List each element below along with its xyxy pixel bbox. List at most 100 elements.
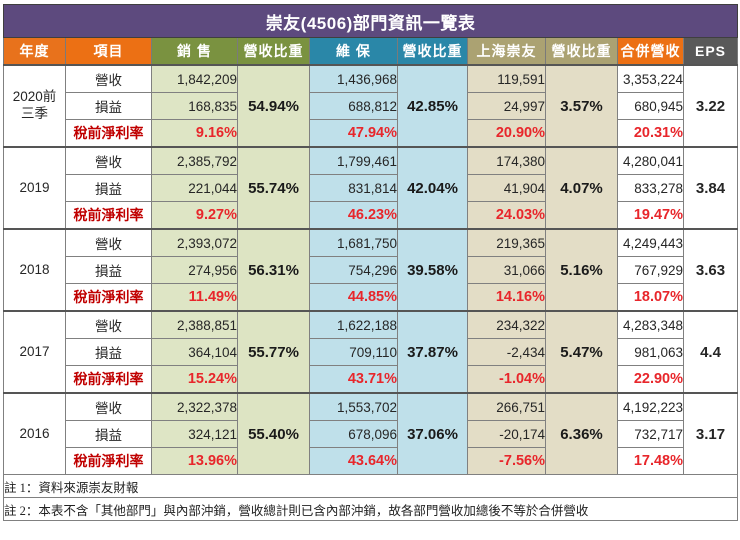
table-row: 損益 274,956 754,296 31,066 767,929 xyxy=(4,256,738,284)
row-label-margin: 稅前淨利率 xyxy=(65,283,152,312)
cell-consolidated-revenue: 3,353,224 xyxy=(617,64,684,93)
cell-consolidated-profit: 981,063 xyxy=(617,338,684,366)
note-row-1: 註 1：資料來源崇友財報 xyxy=(2,474,739,498)
cell-maint-revenue: 1,799,461 xyxy=(309,146,398,175)
cell-consolidated-margin: 22.90% xyxy=(617,365,684,394)
cell-shanghai-profit: 41,904 xyxy=(467,174,546,202)
column-header-maintenance-pct[interactable]: 營收比重 xyxy=(397,37,468,66)
cell-consolidated-revenue: 4,283,348 xyxy=(617,310,684,339)
cell-maint-margin: 43.71% xyxy=(309,365,398,394)
cell-sales-profit: 221,044 xyxy=(151,174,238,202)
cell-shanghai-revenue: 219,365 xyxy=(467,228,546,257)
cell-consolidated-margin: 20.31% xyxy=(617,119,684,148)
column-header-sales-pct[interactable]: 營收比重 xyxy=(237,37,310,66)
cell-maint-profit: 678,096 xyxy=(309,420,398,448)
row-label-profit: 損益 xyxy=(65,256,152,284)
cell-shanghai-margin: 20.90% xyxy=(467,119,546,148)
note-1: 註 1：資料來源崇友財報 xyxy=(2,474,739,498)
cell-shanghai-pct: 5.47% xyxy=(545,310,618,394)
cell-maint-pct: 37.06% xyxy=(397,392,468,475)
cell-consolidated-profit: 767,929 xyxy=(617,256,684,284)
cell-sales-profit: 364,104 xyxy=(151,338,238,366)
cell-maint-revenue: 1,681,750 xyxy=(309,228,398,257)
cell-maint-pct: 42.85% xyxy=(397,64,468,148)
row-label-profit: 損益 xyxy=(65,420,152,448)
cell-sales-margin: 11.49% xyxy=(151,283,238,312)
year-label-3: 2017 xyxy=(3,310,66,394)
cell-eps: 3.17 xyxy=(682,392,739,475)
table-row: 損益 324,121 678,096 -20,174 732,717 xyxy=(4,420,738,448)
column-header-sales[interactable]: 銷 售 xyxy=(151,37,238,66)
year-label-1: 2019 xyxy=(3,146,66,230)
cell-eps: 4.4 xyxy=(682,310,739,394)
cell-consolidated-profit: 833,278 xyxy=(617,174,684,202)
cell-sales-revenue: 2,322,378 xyxy=(151,392,238,421)
row-label-revenue: 營收 xyxy=(65,228,152,257)
row-label-profit: 損益 xyxy=(65,174,152,202)
cell-eps: 3.22 xyxy=(682,64,739,148)
table-row: 2018 營收 2,393,072 56.31% 1,681,750 39.58… xyxy=(3,228,739,312)
table-row: 稅前淨利率 9.16% 47.94% 20.90% 20.31% xyxy=(4,119,738,148)
cell-maint-revenue: 1,436,968 xyxy=(309,64,398,93)
cell-maint-margin: 43.64% xyxy=(309,447,398,475)
cell-sales-pct: 55.74% xyxy=(237,146,310,230)
column-header-consolidated[interactable]: 合併營收 xyxy=(617,37,684,66)
year-label-0: 2020前 三季 xyxy=(3,64,66,148)
cell-shanghai-profit: -2,434 xyxy=(467,338,546,366)
cell-shanghai-margin: 24.03% xyxy=(467,201,546,230)
cell-maint-pct: 39.58% xyxy=(397,228,468,312)
column-header-shanghai[interactable]: 上海崇友 xyxy=(467,37,546,66)
cell-shanghai-pct: 3.57% xyxy=(545,64,618,148)
cell-eps: 3.63 xyxy=(682,228,739,312)
cell-consolidated-margin: 18.07% xyxy=(617,283,684,312)
year-label-line2: 三季 xyxy=(21,106,48,121)
column-header-shanghai-pct[interactable]: 營收比重 xyxy=(545,37,618,66)
cell-consolidated-revenue: 4,280,041 xyxy=(617,146,684,175)
column-header-eps[interactable]: EPS xyxy=(682,37,739,66)
cell-shanghai-revenue: 234,322 xyxy=(467,310,546,339)
column-header-item[interactable]: 項目 xyxy=(65,37,152,66)
note-2: 註 2：本表不含「其他部門」與內部沖銷，營收總計則已含內部沖銷，故各部門營收加總… xyxy=(2,497,739,521)
column-header-year[interactable]: 年度 xyxy=(3,37,66,66)
cell-consolidated-profit: 732,717 xyxy=(617,420,684,448)
cell-shanghai-margin: -1.04% xyxy=(467,365,546,394)
table-row: 損益 168,835 688,812 24,997 680,945 xyxy=(4,92,738,120)
table-row: 2017 營收 2,388,851 55.77% 1,622,188 37.87… xyxy=(3,310,739,394)
cell-shanghai-revenue: 266,751 xyxy=(467,392,546,421)
cell-sales-margin: 9.27% xyxy=(151,201,238,230)
cell-sales-margin: 13.96% xyxy=(151,447,238,475)
cell-maint-profit: 709,110 xyxy=(309,338,398,366)
cell-shanghai-profit: 24,997 xyxy=(467,92,546,120)
cell-consolidated-margin: 17.48% xyxy=(617,447,684,475)
table-row: 稅前淨利率 13.96% 43.64% -7.56% 17.48% xyxy=(4,447,738,475)
note-row-2: 註 2：本表不含「其他部門」與內部沖銷，營收總計則已含內部沖銷，故各部門營收加總… xyxy=(2,497,739,521)
row-label-revenue: 營收 xyxy=(65,310,152,339)
spreadsheet-canvas: 崇友(4506)部門資訊一覽表 年度 項目 銷 售 營收比重 維 保 營收比重 … xyxy=(0,4,740,540)
cell-shanghai-pct: 6.36% xyxy=(545,392,618,475)
table-row: 稅前淨利率 11.49% 44.85% 14.16% 18.07% xyxy=(4,283,738,312)
year-label-4: 2016 xyxy=(3,392,66,475)
cell-sales-pct: 54.94% xyxy=(237,64,310,148)
cell-sales-profit: 324,121 xyxy=(151,420,238,448)
cell-shanghai-revenue: 119,591 xyxy=(467,64,546,93)
row-label-margin: 稅前淨利率 xyxy=(65,201,152,230)
cell-shanghai-profit: -20,174 xyxy=(467,420,546,448)
cell-shanghai-pct: 4.07% xyxy=(545,146,618,230)
cell-sales-revenue: 2,385,792 xyxy=(151,146,238,175)
table-row: 稅前淨利率 9.27% 46.23% 24.03% 19.47% xyxy=(4,201,738,230)
cell-maint-revenue: 1,622,188 xyxy=(309,310,398,339)
cell-eps: 3.84 xyxy=(682,146,739,230)
cell-maint-profit: 831,814 xyxy=(309,174,398,202)
table-row: 2020前 三季 營收 1,842,209 54.94% 1,436,968 4… xyxy=(3,64,739,148)
cell-maint-margin: 44.85% xyxy=(309,283,398,312)
row-label-margin: 稅前淨利率 xyxy=(65,447,152,475)
row-label-revenue: 營收 xyxy=(65,392,152,421)
table-row: 2016 營收 2,322,378 55.40% 1,553,702 37.06… xyxy=(3,392,739,475)
page-title: 崇友(4506)部門資訊一覽表 xyxy=(2,4,739,38)
column-header-maintenance[interactable]: 維 保 xyxy=(309,37,398,66)
cell-shanghai-revenue: 174,380 xyxy=(467,146,546,175)
row-label-profit: 損益 xyxy=(65,92,152,120)
department-info-table: 崇友(4506)部門資訊一覽表 年度 項目 銷 售 營收比重 維 保 營收比重 … xyxy=(2,4,739,521)
row-label-revenue: 營收 xyxy=(65,146,152,175)
row-label-profit: 損益 xyxy=(65,338,152,366)
